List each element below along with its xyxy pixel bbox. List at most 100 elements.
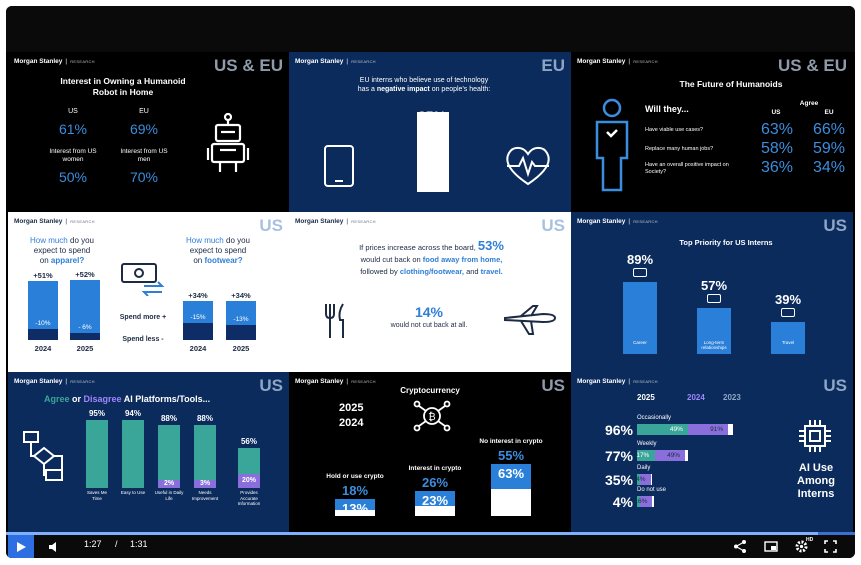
apparel-less-bar-2025	[70, 333, 100, 340]
crypto-label-1: Interest in crypto	[408, 465, 462, 473]
us-replace-jobs-value: 58%	[760, 140, 794, 157]
picture-in-picture-icon[interactable]	[764, 541, 778, 552]
will-they-label: Will they...	[645, 104, 689, 114]
eu-positive-impact-value: 34%	[812, 159, 846, 176]
crypto-value-2024-1: 23%	[421, 493, 449, 509]
agree-value-0: 95%	[88, 408, 105, 418]
ai-use-2025-value-1: 77%	[604, 448, 633, 464]
ai-use-2024-bar-2	[640, 474, 651, 485]
legend-2024: 2024	[687, 393, 705, 402]
us-label: US	[771, 109, 781, 116]
women-label: Interest from US women	[49, 148, 97, 163]
footwear-year-label-2024: 2024	[189, 344, 207, 353]
humanoid-figure-icon	[595, 98, 629, 192]
ai-use-2023-value-2: 14%	[632, 475, 646, 483]
crypto-bar-2024-base-2	[491, 489, 531, 516]
panel-ai-platforms: Morgan Stanley | RESEARCH US Agree or Disa…	[8, 372, 289, 532]
share-icon[interactable]	[734, 540, 746, 553]
footwear-more-label-2025: +34%	[231, 290, 251, 300]
priority-label-2: Travel	[781, 340, 795, 345]
fullscreen-icon[interactable]	[824, 540, 837, 553]
ai-use-2023-value-1: 49%	[667, 451, 681, 459]
envelope-icon	[633, 268, 647, 277]
play-icon	[17, 541, 26, 552]
volume-icon[interactable]	[48, 541, 60, 553]
legend-2023: 2023	[723, 393, 741, 402]
svg-text:₿: ₿	[428, 411, 435, 423]
ai-use-2025-value-2: 35%	[604, 472, 633, 488]
crypto-label-0: Hold or use crypto	[326, 472, 384, 480]
apparel-more-label-2025: +52%	[75, 270, 95, 280]
crypto-bar-2024-base-0	[335, 510, 375, 516]
time-separator: /	[115, 539, 118, 549]
region-label: US	[541, 376, 565, 395]
priority-label-1: Long-term relationships	[701, 340, 727, 350]
video-top-area	[6, 6, 855, 52]
eu-label: EU	[139, 108, 149, 115]
priority-value-1: 57%	[700, 277, 728, 293]
footwear-more-label-2024: +34%	[188, 290, 208, 300]
panel-crypto: Morgan Stanley | RESEARCH US Cryptocurrenc…	[289, 372, 571, 532]
panel-cut-back: Morgan Stanley | RESEARCH US If prices inc…	[289, 212, 571, 372]
fork-knife-icon	[325, 303, 344, 338]
footwear-less-label-2025: -13%	[233, 316, 249, 324]
us-label: US	[68, 108, 78, 115]
progress-track[interactable]	[6, 532, 855, 535]
agree-value-1: 94%	[124, 409, 141, 419]
agree-label-1: Easy to Use	[120, 490, 146, 495]
ai-use-2024-bar-0	[688, 424, 729, 435]
ai-use-2024-value-1: 17%	[636, 451, 650, 459]
women-value: 50%	[58, 169, 88, 185]
brand-logo: Morgan Stanley | RESEARCH	[14, 218, 95, 225]
panel-tech-health: Morgan Stanley | RESEARCH EU EU interns wh…	[289, 52, 571, 212]
panel-title: Cryptocurrency	[400, 386, 460, 395]
player-controls: 1:27 / 1:31 HD	[6, 535, 855, 558]
apparel-less-bar-2024	[28, 328, 58, 340]
agree-label-0: Saves Me Time	[86, 490, 107, 501]
region-label: US	[259, 376, 283, 395]
priority-bar-1	[697, 307, 731, 354]
eu-value: 69%	[129, 121, 159, 137]
airplane-icon	[504, 305, 557, 335]
eu-replace-jobs-value: 59%	[812, 140, 846, 157]
disagree-bar-3	[194, 480, 216, 488]
panel-title: Top Priority for US Interns	[679, 238, 773, 247]
agree-bar-2	[158, 424, 180, 488]
infographic-slide: Morgan Stanley | RESEARCH US & EU Interest…	[8, 52, 853, 532]
panel-spending: Morgan Stanley | RESEARCH US How much do y…	[8, 212, 289, 372]
settings-gear-icon[interactable]	[795, 540, 808, 553]
agree-bar-1	[122, 420, 144, 488]
crypto-value-2024-0: 13%	[341, 500, 369, 516]
footwear-less-bar-2025	[226, 325, 256, 340]
money-exchange-icon	[121, 263, 165, 296]
play-button[interactable]	[8, 535, 34, 558]
ai-use-2025-bar-2	[637, 474, 641, 485]
region-label: US	[259, 216, 283, 235]
no-cut-value: 14%	[414, 304, 444, 320]
region-label: EU	[541, 56, 565, 75]
ai-use-row-label-1: Weekly	[637, 441, 657, 447]
region-label: US	[541, 216, 565, 235]
disagree-value-3: 3%	[199, 480, 211, 487]
ai-use-2025-bar-1	[637, 450, 655, 461]
hd-badge: HD	[806, 537, 814, 543]
spend-less-label: Spend less -	[122, 336, 164, 343]
agree-label: Agree	[799, 100, 819, 107]
disagree-value-2: 2%	[163, 480, 175, 487]
brand-logo: Morgan Stanley | RESEARCH	[577, 218, 658, 225]
apparel-year-label-2025: 2025	[76, 344, 94, 353]
brand-logo: Morgan Stanley | RESEARCH	[577, 378, 658, 385]
disagree-bar-2	[158, 480, 180, 488]
duration: 1:31	[130, 539, 148, 549]
disagree-value-4: 20%	[241, 476, 256, 484]
ai-use-2025-bar-3	[637, 496, 641, 507]
footwear-less-bar-2024	[183, 322, 213, 340]
brand-logo: Morgan Stanley | RESEARCH	[14, 378, 95, 385]
ai-use-2023-value-0: 91%	[710, 425, 724, 433]
heart-rings-icon	[707, 293, 721, 303]
progress-fill	[6, 532, 818, 535]
video-player[interactable]: Morgan Stanley | RESEARCH US & EU Interest…	[6, 6, 855, 558]
ai-use-2023-value-3: 16%	[634, 497, 648, 505]
panel-title: Interest in Owning a Humanoid Robot in Ho…	[60, 76, 186, 97]
agree-value-2: 88%	[160, 413, 177, 423]
